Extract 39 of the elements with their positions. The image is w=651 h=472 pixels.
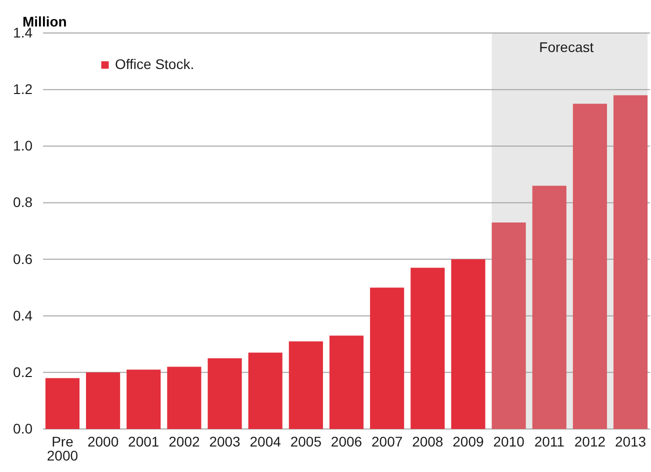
x-tick-label: 2003 bbox=[209, 434, 241, 450]
y-tick-label: 0.4 bbox=[13, 307, 33, 324]
y-tick-label: 0.0 bbox=[13, 420, 33, 436]
x-tick-label: 2011 bbox=[534, 434, 565, 450]
y-tick-label: 1.0 bbox=[13, 138, 33, 154]
x-tick-label: 2006 bbox=[330, 434, 362, 450]
x-tick-label: 2004 bbox=[250, 434, 282, 450]
legend-label: Office Stock. bbox=[115, 56, 194, 72]
x-tick-label: 2002 bbox=[168, 434, 200, 450]
x-tick-label: 2012 bbox=[574, 434, 606, 450]
x-tick-label: 2007 bbox=[371, 434, 403, 450]
x-tick-label: 2000 bbox=[87, 434, 119, 450]
x-tick-label: Pre 2000 bbox=[46, 434, 78, 464]
bar bbox=[613, 95, 648, 429]
y-tick-label: 0.2 bbox=[13, 364, 33, 380]
bar bbox=[451, 259, 486, 429]
bar bbox=[167, 366, 202, 429]
x-tick-label: 2013 bbox=[614, 434, 646, 450]
bar bbox=[248, 352, 282, 429]
y-tick-label: 0.8 bbox=[13, 194, 33, 210]
y-tick-label: 1.2 bbox=[13, 81, 33, 98]
bar bbox=[126, 370, 161, 429]
bar bbox=[370, 288, 404, 429]
x-tick-label: 2010 bbox=[493, 434, 525, 450]
bar bbox=[492, 222, 526, 429]
bar bbox=[532, 186, 566, 429]
x-tick-label: 2008 bbox=[412, 434, 444, 450]
bar bbox=[572, 104, 607, 429]
bar bbox=[86, 372, 120, 429]
bar bbox=[208, 358, 242, 429]
y-tick-label: 0.6 bbox=[13, 250, 33, 267]
band-label: Forecast bbox=[539, 39, 594, 55]
bar bbox=[329, 336, 364, 429]
bar bbox=[45, 378, 80, 429]
x-tick-label: 2005 bbox=[290, 434, 322, 450]
bar bbox=[288, 341, 323, 429]
x-tick-label: 2009 bbox=[452, 434, 484, 450]
bar bbox=[410, 268, 445, 429]
x-tick-label: 2001 bbox=[128, 434, 160, 450]
